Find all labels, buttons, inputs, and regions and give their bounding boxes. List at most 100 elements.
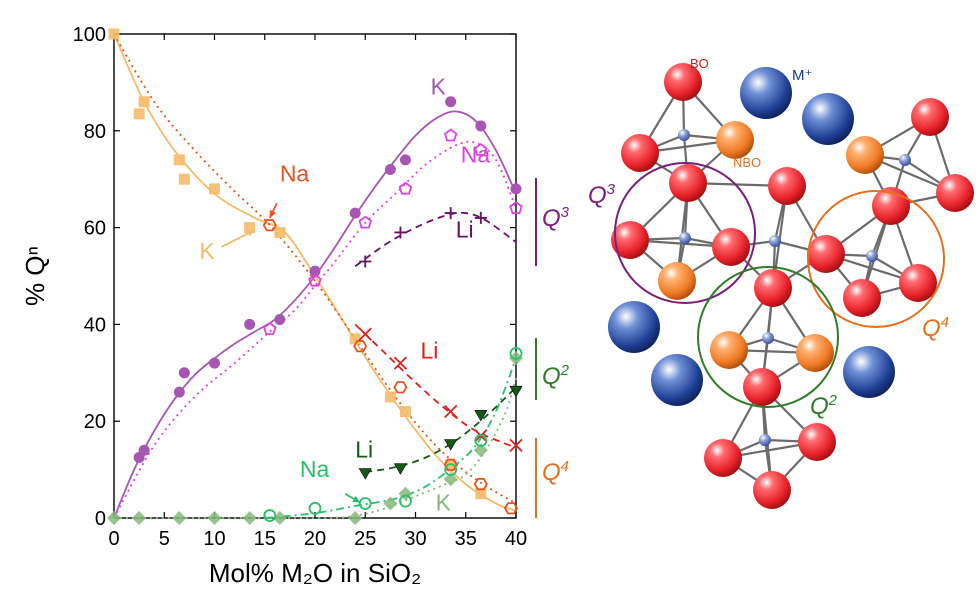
bo-label: BO [690,56,709,71]
data-point-li-q2 [393,463,408,475]
nbo-label: NBO [733,155,761,170]
silicon-atom [866,250,878,262]
silicon-atom [759,434,771,446]
cation-label: M⁺ [792,67,812,84]
bridging-oxygen [843,279,881,317]
q3-circle [614,162,756,304]
annotation-li: Li [456,216,474,242]
fit-curve-li-q2 [365,386,517,473]
annotation-arrowhead [352,495,361,503]
data-point-li-q2 [474,410,488,422]
data-point-k-q2 [348,511,363,525]
silicon-atom [769,235,781,247]
data-point-na-q3 [443,128,458,142]
atoms [608,63,974,509]
bridging-oxygen [936,174,974,212]
data-point-k-q2 [242,511,257,525]
data-point-na-q4 [503,502,519,515]
data-point-k-q4 [244,222,256,234]
data-point-k-q2 [107,511,121,525]
data-point-na-q3 [263,322,277,336]
data-point-na-q2 [308,501,322,515]
data-point-k-q4 [133,108,145,120]
q4-circle [807,190,945,328]
x-tick-label: 5 [159,528,170,550]
diagram-q3-label: Q3 [588,181,616,209]
bridging-oxygen [911,98,949,136]
x-tick-label: 25 [354,528,376,550]
silicon-atom [679,232,691,244]
x-tick-label: 10 [203,528,225,550]
diagram-q4-label: Q4 [922,314,949,342]
data-point-k-q3 [384,164,396,176]
non-bridging-oxygen [796,334,834,372]
data-point-k-q3 [445,96,457,108]
annotation-na: Na [461,141,491,167]
data-point-k-q4 [274,226,286,238]
data-point-k-q4 [384,391,396,403]
data-point-li-q3 [474,211,487,224]
data-point-k-q3 [209,357,220,369]
x-axis-title: Mol% M₂O in SiO₂ [209,558,421,588]
data-point-na-q2 [358,497,372,510]
data-point-na-q2 [263,509,277,522]
data-point-li-q4 [393,356,408,370]
data-point-na-q3 [509,201,523,215]
x-tick-label: 40 [505,528,527,550]
non-bridging-oxygen [710,331,748,369]
annotation-arrowhead [246,230,255,237]
data-point-k-q3 [349,207,361,219]
data-point-k-q3 [510,183,522,195]
data-point-li-q3 [359,255,372,268]
y-tick-label: 40 [84,314,106,336]
data-point-k-q3 [178,367,190,379]
x-tick-label: 0 [108,528,119,550]
data-point-k-q2 [443,472,458,487]
x-tick-label: 20 [304,528,326,550]
q4-bracket-label: Q4 [542,458,569,486]
q2-bracket-label: Q2 [542,362,570,390]
data-point-na-q2 [474,434,488,447]
data-point-li-q4 [444,404,458,419]
bridging-oxygen [712,228,750,266]
data-point-li-q2 [444,439,458,451]
data-point-li-q2 [358,468,372,480]
bridging-oxygen [807,235,845,273]
data-point-k-q4 [108,28,120,40]
bridging-oxygen [621,134,659,172]
annotation-k: K [436,490,452,516]
data-point-k-q4 [178,173,190,185]
fit-curve-li-q4 [354,323,517,449]
bridging-oxygen [872,187,910,225]
data-point-k-q2 [473,443,488,458]
data-point-li-q4 [509,438,523,453]
data-point-na-q3 [398,181,413,195]
silicon-atom [899,154,911,166]
x-tick-label: 35 [455,528,477,550]
x-tick-label: 30 [404,528,426,550]
cation-sphere [651,354,703,406]
fit-curve-k-q4 [113,33,517,512]
y-tick-label: 100 [73,24,106,46]
data-point-li-q3 [444,207,457,220]
data-point-na-q4 [473,477,488,491]
data-point-k-q2 [132,511,147,525]
non-bridging-oxygen [658,262,696,300]
silicon-atom [678,129,690,141]
data-point-k-q4 [138,96,150,108]
fit-curve-na-q4 [113,33,517,505]
data-point-li-q2 [509,385,523,398]
annotation-li: Li [421,337,439,363]
y-tick-label: 60 [84,218,106,240]
data-point-k-q3 [475,120,487,132]
cation-sphere [843,346,895,398]
fit-curve-k-q2 [113,377,517,520]
x-tick-label: 15 [254,528,276,550]
chart: 0 5 10 15 20 25 30 35 40 0 20 40 60 80 100 K Na Li Na K Li L… [20,24,570,588]
data-point-k-q3 [274,314,286,326]
data-point-na-q2 [444,463,458,477]
data-point-k-q3 [173,386,185,398]
bridging-oxygen [798,423,836,461]
bridging-oxygen [669,164,707,202]
